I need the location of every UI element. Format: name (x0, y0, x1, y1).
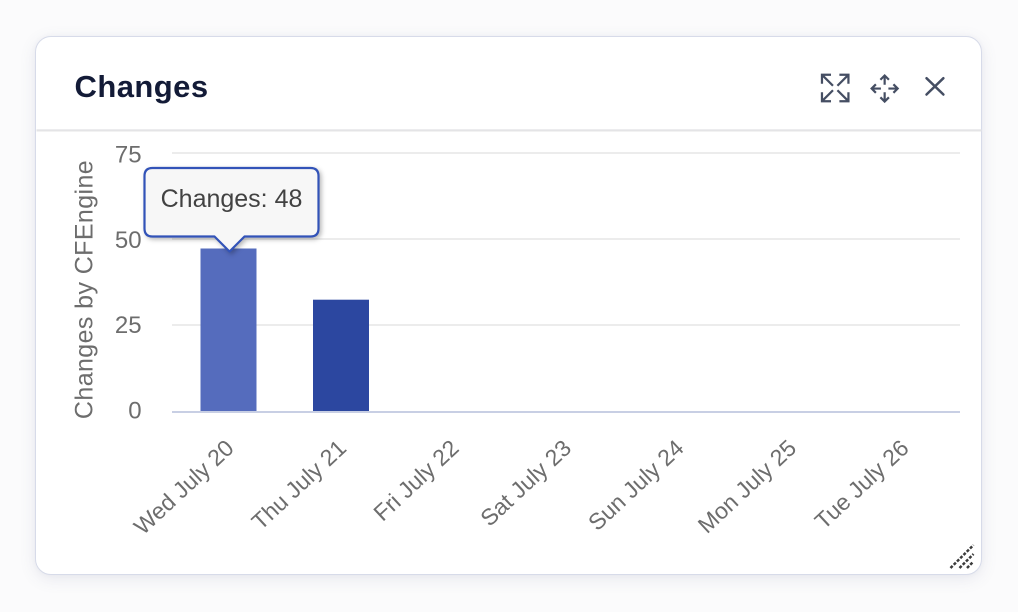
svg-text:0: 0 (128, 398, 141, 425)
svg-text:75: 75 (115, 142, 142, 169)
svg-text:Changes: 48: Changes: 48 (161, 185, 303, 213)
svg-text:Sun July 24: Sun July 24 (583, 434, 689, 535)
svg-text:Changes by CFEngine: Changes by CFEngine (70, 160, 98, 419)
svg-text:Sat July 23: Sat July 23 (475, 435, 576, 532)
svg-text:Tue July 26: Tue July 26 (810, 435, 914, 535)
svg-text:Wed July 20: Wed July 20 (129, 435, 239, 540)
svg-text:25: 25 (115, 312, 142, 339)
svg-text:Mon July 25: Mon July 25 (693, 435, 801, 539)
svg-text:Fri July 22: Fri July 22 (368, 435, 463, 526)
svg-text:50: 50 (115, 227, 142, 254)
svg-text:Changes: Changes (75, 69, 209, 104)
svg-text:Thu July 21: Thu July 21 (246, 435, 351, 535)
